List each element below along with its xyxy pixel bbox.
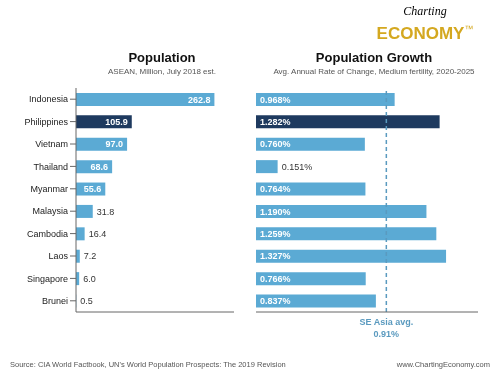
svg-text:262.8: 262.8 [188,95,211,105]
svg-text:Malaysia: Malaysia [32,206,68,216]
svg-text:7.2: 7.2 [84,251,97,261]
svg-text:0.760%: 0.760% [260,139,291,149]
svg-text:0.968%: 0.968% [260,95,291,105]
svg-text:0.764%: 0.764% [260,184,291,194]
svg-text:55.6: 55.6 [84,184,102,194]
html-text:Avg. Annual Rate of Change, Me: Avg. Annual Rate of Change, Medium ferti… [273,67,475,76]
svg-text:31.8: 31.8 [97,207,115,217]
svg-text:1.190%: 1.190% [260,207,291,217]
svg-text:105.9: 105.9 [105,117,128,127]
html-text:ASEAN, Million, July 2018 est.: ASEAN, Million, July 2018 est. [108,67,216,76]
html-text:Source: CIA World Factbook, UN: Source: CIA World Factbook, UN's World P… [10,360,286,369]
svg-text:0.837%: 0.837% [260,296,291,306]
html-text:Population Growth: Population Growth [315,50,433,65]
html-text:www.ChartingEconomy.com: www.ChartingEconomy.com [396,360,490,369]
svg-text:0.5: 0.5 [80,296,93,306]
svg-text:0.766%: 0.766% [260,274,291,284]
svg-text:6.0: 6.0 [83,274,96,284]
svg-text:Laos: Laos [48,251,68,261]
svg-text:1.259%: 1.259% [260,229,291,239]
svg-text:0.151%: 0.151% [282,162,313,172]
svg-text:1.327%: 1.327% [260,251,291,261]
svg-text:68.6: 68.6 [91,162,109,172]
svg-text:Singapore: Singapore [27,274,68,284]
svg-text:0.91%: 0.91% [374,329,400,339]
svg-text:1.282%: 1.282% [260,117,291,127]
svg-text:Cambodia: Cambodia [27,229,68,239]
svg-text:Myanmar: Myanmar [30,184,68,194]
svg-text:97.0: 97.0 [106,139,124,149]
svg-text:Vietnam: Vietnam [35,139,68,149]
svg-text:Indonesia: Indonesia [29,94,68,104]
svg-text:16.4: 16.4 [89,229,107,239]
svg-text:SE Asia avg.: SE Asia avg. [359,317,413,327]
html-text:ECONOMY™: ECONOMY™ [376,23,474,43]
svg-text:Thailand: Thailand [33,162,68,172]
html-text:Charting: Charting [403,4,447,18]
svg-text:Philippines: Philippines [24,117,68,127]
svg-text:Brunei: Brunei [42,296,68,306]
html-text:Population: Population [128,50,196,65]
